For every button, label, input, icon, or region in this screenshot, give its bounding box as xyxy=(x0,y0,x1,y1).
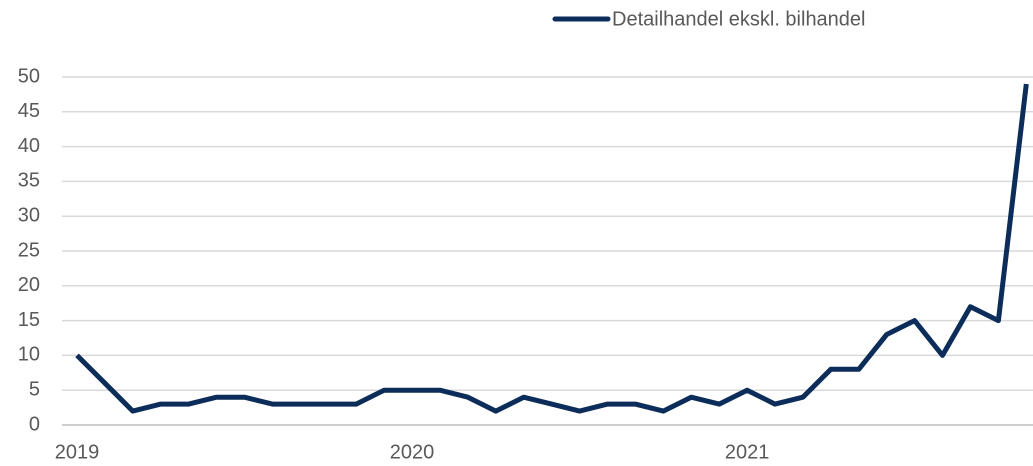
x-tick-label: 2021 xyxy=(725,441,770,463)
y-tick-label: 50 xyxy=(18,65,40,87)
y-tick-label: 10 xyxy=(18,344,40,366)
y-tick-label: 25 xyxy=(18,239,40,261)
y-tick-label: 45 xyxy=(18,100,40,122)
y-tick-label: 20 xyxy=(18,274,40,296)
y-tick-label: 5 xyxy=(29,378,40,400)
y-tick-label: 0 xyxy=(29,413,40,435)
y-tick-label: 30 xyxy=(18,204,40,226)
line-series xyxy=(75,83,1029,414)
x-tick-label: 2020 xyxy=(390,441,435,463)
legend-label: Detailhandel ekskl. bilhandel xyxy=(612,8,866,30)
x-tick-label: 2019 xyxy=(55,441,100,463)
y-tick-label: 35 xyxy=(18,170,40,192)
y-tick-label: 40 xyxy=(18,135,40,157)
y-tick-label: 15 xyxy=(18,309,40,331)
